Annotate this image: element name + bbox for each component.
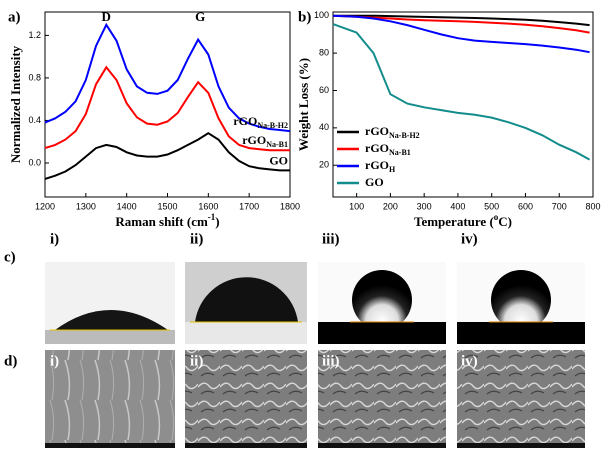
y-tick-label: 20 <box>319 160 329 170</box>
panel-label: b) <box>298 9 311 25</box>
x-axis-label-part: ) <box>215 214 219 229</box>
series-name: rGO <box>242 133 266 147</box>
image-label: iii) <box>322 231 340 247</box>
image-label: iv) <box>461 353 478 369</box>
series-name: rGO <box>365 141 389 155</box>
y-tick-label: 40 <box>319 122 329 132</box>
x-tick-label: 1300 <box>76 201 96 211</box>
panel-label: c) <box>4 249 16 265</box>
series-name-sub: H <box>389 165 396 174</box>
series-name-sub: Na-B1 <box>389 148 411 157</box>
image-label: iv) <box>461 231 478 247</box>
series-name: GO <box>365 175 384 189</box>
series-label: GO <box>269 153 288 167</box>
x-tick-label: 1200 <box>35 201 55 211</box>
series-label: rGOH <box>365 158 396 175</box>
series-name-sub: Na-B-H2 <box>257 121 288 130</box>
x-tick-label: 700 <box>552 201 567 211</box>
series-name: rGO <box>365 124 389 138</box>
x-axis-label-part: Raman shift (cm <box>115 214 208 229</box>
x-axis-label-part: Temperature ( <box>414 214 494 229</box>
annotation: G <box>195 9 205 24</box>
x-tick-label: 100 <box>349 201 364 211</box>
series-label: rGONa-B1 <box>365 141 411 158</box>
series-line <box>333 24 590 160</box>
series-name: rGO <box>365 158 389 172</box>
x-tick-label: 1600 <box>198 201 218 211</box>
x-tick-label: 500 <box>484 201 499 211</box>
x-tick-label: 1800 <box>280 201 300 211</box>
image-label: i) <box>50 353 59 369</box>
contact-angle-images <box>45 262 585 344</box>
y-tick-label: 80 <box>319 47 329 57</box>
image-label: ii) <box>190 353 203 369</box>
y-tick-label: 1.2 <box>28 30 41 40</box>
image-label: iii) <box>322 353 340 369</box>
series-label: rGONa-B-H2 <box>233 114 288 131</box>
x-tick-label: 400 <box>450 201 465 211</box>
x-tick-label: 1500 <box>157 201 177 211</box>
annotation: D <box>102 9 111 24</box>
x-tick-label: 600 <box>518 201 533 211</box>
y-tick-label: 0.8 <box>28 72 41 82</box>
y-tick-label: 0.4 <box>28 115 41 125</box>
y-tick-label: 0.0 <box>28 157 41 167</box>
panel-label: a) <box>8 9 21 25</box>
x-axis-label-part: C) <box>498 214 512 229</box>
y-tick-label: 60 <box>319 85 329 95</box>
photo <box>45 350 175 448</box>
plot-frame <box>45 12 290 197</box>
x-tick-label: 1400 <box>117 201 137 211</box>
y-tick-label: 100 <box>314 10 329 20</box>
series-name: GO <box>269 153 288 167</box>
series-name: rGO <box>233 114 257 128</box>
x-tick-label: 200 <box>383 201 398 211</box>
x-axis-label: Temperature (oC) <box>414 212 512 229</box>
x-tick-label: 800 <box>585 201 600 211</box>
figure: c) i) ii) iii) iv) d) i) ii) iii) iv) a)… <box>0 0 605 450</box>
x-tick-label: 1700 <box>239 201 259 211</box>
image-label: i) <box>50 231 59 247</box>
y-axis-label: Normalized Intensity <box>8 45 23 163</box>
series-label: GO <box>365 175 384 189</box>
image-label: ii) <box>190 231 203 247</box>
series-name-sub: Na-B-H2 <box>389 131 420 140</box>
y-axis-label: Weight Loss (%) <box>296 58 311 151</box>
x-axis-label: Raman shift (cm-1) <box>115 212 219 229</box>
panel-label: d) <box>4 353 17 369</box>
series-name-sub: Na-B1 <box>266 141 288 150</box>
x-tick-label: 300 <box>417 201 432 211</box>
sem-images <box>45 350 585 448</box>
series-label: rGONa-B-H2 <box>365 124 420 141</box>
